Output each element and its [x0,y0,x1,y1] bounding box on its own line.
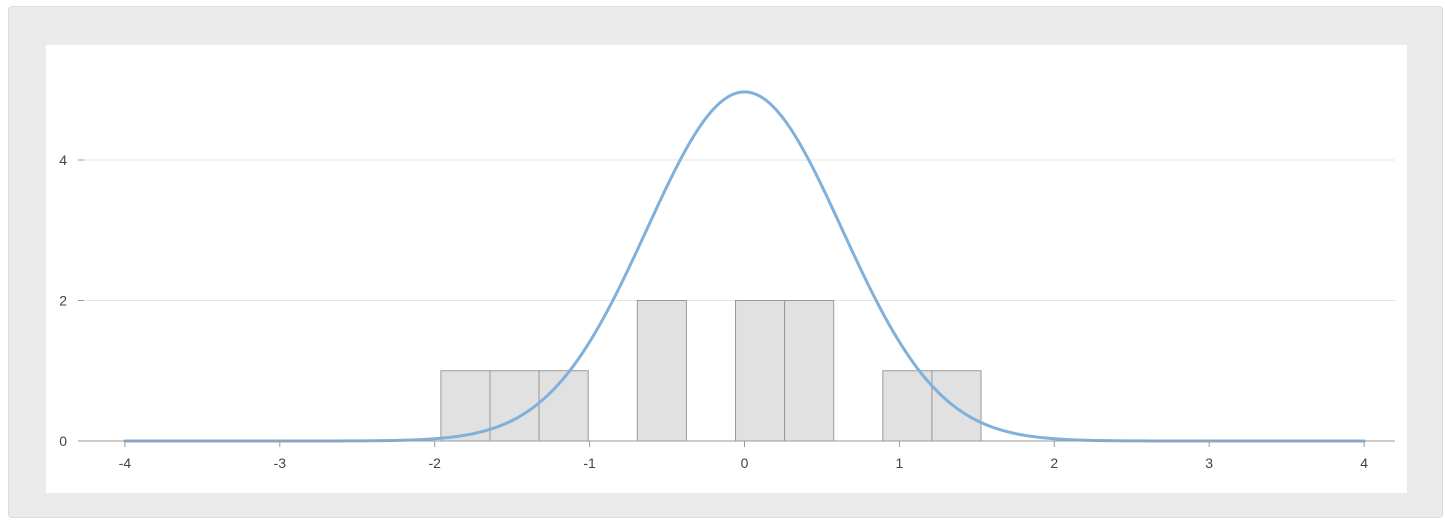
y-tick-label: 0 [59,433,67,449]
tick-labels: -4 -3 -2 -1 0 1 2 3 4 0 2 4 [59,152,1368,471]
x-tick-label: 0 [741,455,749,471]
x-tick-label: 3 [1205,455,1213,471]
histogram-bar [784,300,835,442]
histogram-bar [735,300,786,442]
histogram-bar [538,370,589,442]
axes [78,159,1395,447]
x-tick-label: 1 [896,455,904,471]
histogram-bars [440,300,982,442]
histogram-bar [440,370,491,442]
x-tick-label: 2 [1050,455,1058,471]
x-tick-label: 4 [1360,455,1368,471]
y-tick-label: 4 [59,152,67,168]
plot-panel [46,45,1407,493]
histogram-bar [489,370,540,442]
x-tick-label: -3 [274,455,287,471]
x-tick-label: -2 [428,455,441,471]
histogram-bar [636,300,687,442]
histogram-bar [882,370,933,442]
histogram-bar [931,370,982,442]
x-tick-label: -4 [119,455,132,471]
x-tick-label: -1 [583,455,596,471]
y-tick-label: 2 [59,293,67,309]
